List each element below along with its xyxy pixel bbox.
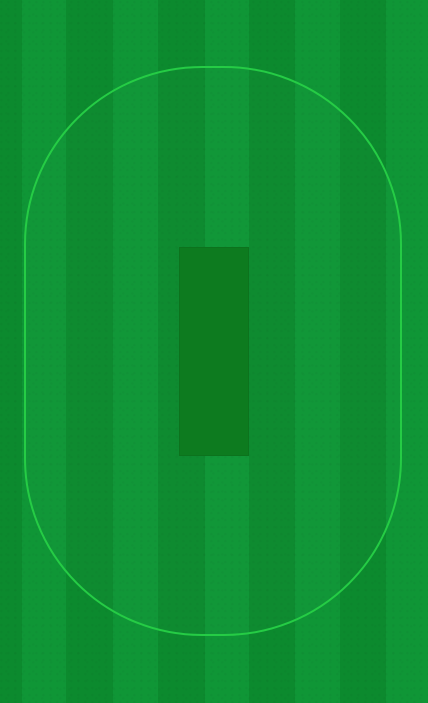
cricket-pitch xyxy=(179,247,249,456)
grass-stripe xyxy=(0,0,22,703)
grass-stripe xyxy=(22,0,66,703)
grass-stripe xyxy=(386,0,428,703)
boundary-line xyxy=(24,66,402,636)
